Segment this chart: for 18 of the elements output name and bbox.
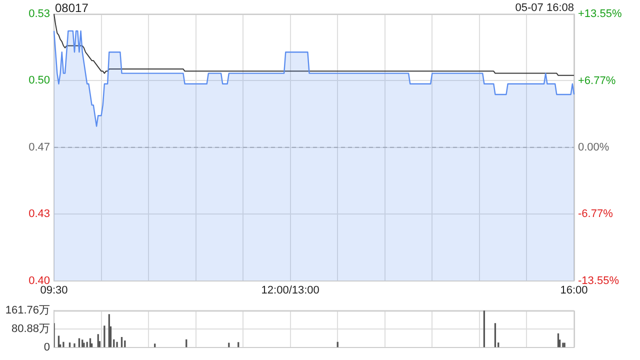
y-tick-label: 0.43 (28, 208, 50, 220)
y-tick-label: 0.40 (28, 274, 50, 287)
y-tick-label: 0 (44, 341, 50, 354)
y2-tick-label: -6.77% (578, 208, 614, 220)
annotation: 05-07 16:08 (515, 1, 574, 15)
y-tick-label: 0.50 (28, 74, 50, 87)
y2-tick-label: -13.55% (578, 274, 620, 287)
y-tick-label: 80.88万 (11, 323, 50, 336)
y-tick-label: 0.47 (28, 141, 50, 154)
y-tick-label: 161.76万 (5, 304, 50, 317)
chart-title: 08017 (55, 1, 88, 15)
y2-tick-label: 0.00% (578, 141, 610, 154)
x-tick-label: 12:00/13:00 (261, 284, 320, 296)
y2-tick-label: +6.77% (578, 74, 616, 87)
x-tick-label: 09:30 (40, 284, 68, 296)
y2-tick-label: +13.55% (578, 8, 622, 20)
y-tick-label: 0.53 (28, 8, 50, 20)
x-tick-label: 16:00 (560, 284, 588, 296)
